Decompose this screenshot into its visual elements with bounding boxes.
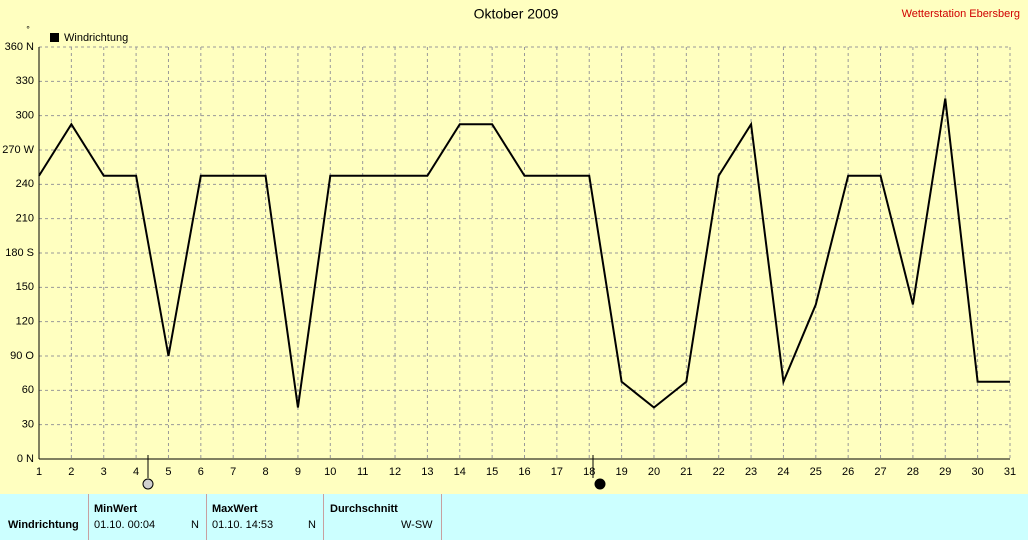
x-tick-label: 24 <box>777 466 789 478</box>
legend-label: Windrichtung <box>64 32 128 44</box>
x-tick-label: 22 <box>713 466 725 478</box>
x-tick-label: 9 <box>295 466 301 478</box>
max-time: 01.10. 14:53 <box>212 519 274 531</box>
y-tick-label: 60 <box>22 384 34 396</box>
avg-dir: W-SW <box>401 519 433 531</box>
y-unit: ° <box>26 24 30 34</box>
y-tick-label: 270 W <box>2 144 34 156</box>
chart-title: Oktober 2009 <box>474 6 559 22</box>
x-tick-label: 3 <box>101 466 107 478</box>
x-tick-label: 26 <box>842 466 854 478</box>
x-tick-label: 1 <box>36 466 42 478</box>
min-time: 01.10. 00:04 <box>94 519 156 531</box>
x-tick-label: 15 <box>486 466 498 478</box>
stats-panel: Windrichtung MinWert 01.10. 00:04 N MaxW… <box>0 494 1028 540</box>
x-tick-label: 27 <box>874 466 886 478</box>
x-tick-label: 20 <box>648 466 660 478</box>
x-tick-label: 4 <box>133 466 139 478</box>
x-tick-label: 28 <box>907 466 919 478</box>
station-name: Wetterstation Ebersberg <box>902 8 1020 20</box>
y-tick-label: 210 <box>16 213 34 225</box>
header: MaxWert <box>212 503 258 515</box>
chart: Oktober 2009 Wetterstation Ebersberg ° W… <box>2 6 1020 490</box>
y-tick-label: 120 <box>16 316 34 328</box>
x-tick-label: 16 <box>518 466 530 478</box>
stats-col: MaxWert 01.10. 14:53 N <box>206 494 324 540</box>
legend-swatch <box>50 33 59 42</box>
x-tick-label: 2 <box>68 466 74 478</box>
y-tick-label: 240 <box>16 178 34 190</box>
x-tick-label: 17 <box>551 466 563 478</box>
stats-col: Windrichtung <box>0 494 89 540</box>
y-tick-label: 360 N <box>5 41 34 53</box>
y-tick-label: 300 <box>16 110 34 122</box>
row-label: Windrichtung <box>8 519 79 531</box>
x-tick-label: 5 <box>165 466 171 478</box>
x-tick-label: 21 <box>680 466 692 478</box>
x-tick-label: 30 <box>972 466 984 478</box>
x-tick-label: 8 <box>263 466 269 478</box>
x-tick-label: 19 <box>615 466 627 478</box>
x-tick-label: 23 <box>745 466 757 478</box>
header: Durchschnitt <box>330 503 398 515</box>
x-tick-label: 25 <box>810 466 822 478</box>
x-tick-label: 11 <box>357 466 368 478</box>
moon-new <box>594 478 606 490</box>
x-tick-label: 6 <box>198 466 204 478</box>
header: MinWert <box>94 503 138 515</box>
x-tick-label: 14 <box>454 466 466 478</box>
x-tick-label: 29 <box>939 466 951 478</box>
x-tick-label: 10 <box>324 466 336 478</box>
y-tick-label: 150 <box>16 281 34 293</box>
stats-col: Durchschnitt W-SW <box>323 494 442 540</box>
y-tick-label: 180 S <box>5 247 34 259</box>
y-tick-label: 330 <box>16 75 34 87</box>
data-line <box>38 98 1010 409</box>
y-tick-label: 0 N <box>17 453 34 465</box>
x-tick-label: 13 <box>421 466 433 478</box>
stats-col: MinWert 01.10. 00:04 N <box>88 494 207 540</box>
y-tick-label: 30 <box>22 419 34 431</box>
x-tick-label: 12 <box>389 466 401 478</box>
x-tick-label: 7 <box>230 466 236 478</box>
x-tick-label: 18 <box>583 466 595 478</box>
moon-full <box>142 478 154 490</box>
max-dir: N <box>308 519 316 531</box>
x-tick-label: 31 <box>1004 466 1016 478</box>
y-tick-label: 90 O <box>10 350 34 362</box>
min-dir: N <box>191 519 199 531</box>
